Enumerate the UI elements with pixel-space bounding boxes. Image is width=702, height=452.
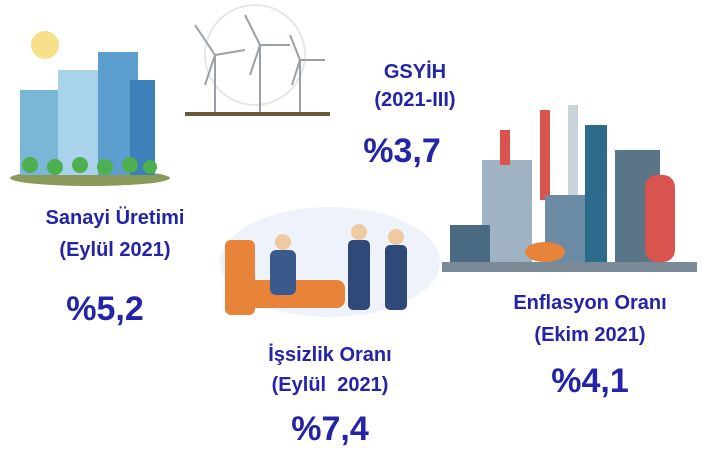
indicator-period: (Eylül 2021)	[272, 374, 389, 397]
indicator-value: %7,4	[291, 410, 369, 449]
indicator-title: Enflasyon Oranı	[513, 292, 666, 315]
indicator-title: Sanayi Üretimi	[46, 207, 185, 230]
indicator-title: İşsizlik Oranı	[268, 344, 391, 367]
indicator-period: (Eylül 2021)	[59, 239, 170, 262]
windmill-illustration	[185, 5, 330, 114]
indicator-value: %4,1	[551, 362, 629, 401]
workers-illustration	[220, 207, 440, 317]
buildings-illustration	[10, 31, 170, 186]
indicator-period: (Ekim 2021)	[534, 324, 645, 347]
infographic: GSYİH (2021-III) %3,7 Sanayi Üretimi (Ey…	[0, 0, 702, 452]
factory-illustration	[442, 105, 697, 272]
indicator-title: GSYİH	[384, 61, 446, 84]
indicator-period: (2021-III)	[374, 89, 455, 112]
indicator-value: %3,7	[363, 132, 441, 171]
indicator-value: %5,2	[66, 290, 144, 329]
